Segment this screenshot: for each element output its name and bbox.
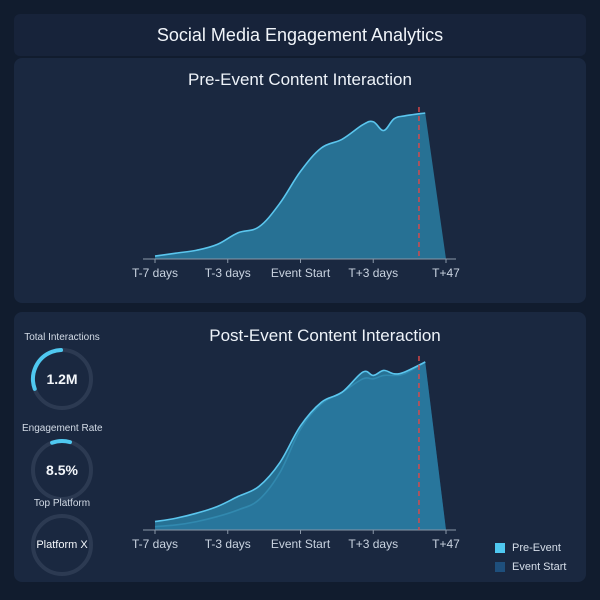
legend-label: Event Start bbox=[512, 560, 567, 573]
kpi-value: 8.5% bbox=[46, 462, 78, 478]
kpi-value: Platform X bbox=[36, 539, 88, 551]
pre-event-chart: T-7 days T-3 days Event Start T+3 days T+47 bbox=[132, 107, 460, 280]
progress-ring bbox=[31, 348, 93, 410]
area-series-0 bbox=[155, 113, 446, 259]
pre-event-panel: Pre-Event Content Interaction T-7 days T-… bbox=[14, 58, 586, 303]
x-tick-label: T-7 days bbox=[132, 266, 178, 280]
x-tick-label: T-3 days bbox=[205, 266, 251, 280]
area-series-0 bbox=[155, 362, 446, 530]
kpi-label: Top Platform bbox=[33, 498, 91, 509]
chart-legend: Pre-Event Event Start bbox=[495, 538, 566, 576]
progress-ring bbox=[31, 514, 93, 576]
kpi-label: Engagement Rate bbox=[22, 423, 103, 434]
pre-event-chart-title: Pre-Event Content Interaction bbox=[188, 70, 412, 89]
kpi-engagement-rate: Engagement Rate 8.5% bbox=[22, 423, 103, 503]
post-event-chart: T-7 days T-3 days Event Start T+3 days T+47 bbox=[132, 356, 460, 551]
kpi-ring: 8.5% bbox=[29, 437, 95, 503]
kpi-label: Total Interactions bbox=[24, 332, 100, 343]
legend-swatch bbox=[495, 542, 505, 553]
kpi-value: 1.2M bbox=[46, 371, 78, 387]
line-series-0 bbox=[154, 112, 426, 257]
post-event-chart-title: Post-Event Content Interaction bbox=[209, 326, 441, 345]
line-series-0 bbox=[154, 361, 426, 523]
legend-item-event-start: Event Start bbox=[495, 557, 566, 576]
progress-ring bbox=[31, 439, 93, 502]
legend-label: Pre-Event bbox=[512, 541, 561, 554]
x-tick-label: T-7 days bbox=[132, 537, 178, 551]
legend-swatch bbox=[495, 561, 505, 572]
page-title: Social Media Engagement Analytics bbox=[156, 24, 444, 45]
kpi-top-platform: Top Platform Platform X bbox=[22, 498, 102, 578]
kpi-total-interactions: Total Interactions 1.2M bbox=[22, 332, 102, 412]
post-event-panel: Post-Event Content Interaction T-7 days T… bbox=[14, 312, 586, 582]
x-tick-label: Event Start bbox=[271, 266, 331, 280]
x-tick-label: Event Start bbox=[271, 537, 331, 551]
x-tick-label: T+47 bbox=[432, 266, 460, 280]
legend-item-pre-event: Pre-Event bbox=[495, 538, 566, 557]
x-tick-label: T-3 days bbox=[205, 537, 251, 551]
x-tick-label: T+3 days bbox=[348, 266, 398, 280]
app-header: Social Media Engagement Analytics bbox=[14, 14, 586, 56]
kpi-ring: Platform X bbox=[29, 512, 95, 578]
x-tick-label: T+3 days bbox=[348, 537, 398, 551]
x-tick-label: T+47 bbox=[432, 537, 460, 551]
kpi-ring: 1.2M bbox=[29, 346, 95, 412]
